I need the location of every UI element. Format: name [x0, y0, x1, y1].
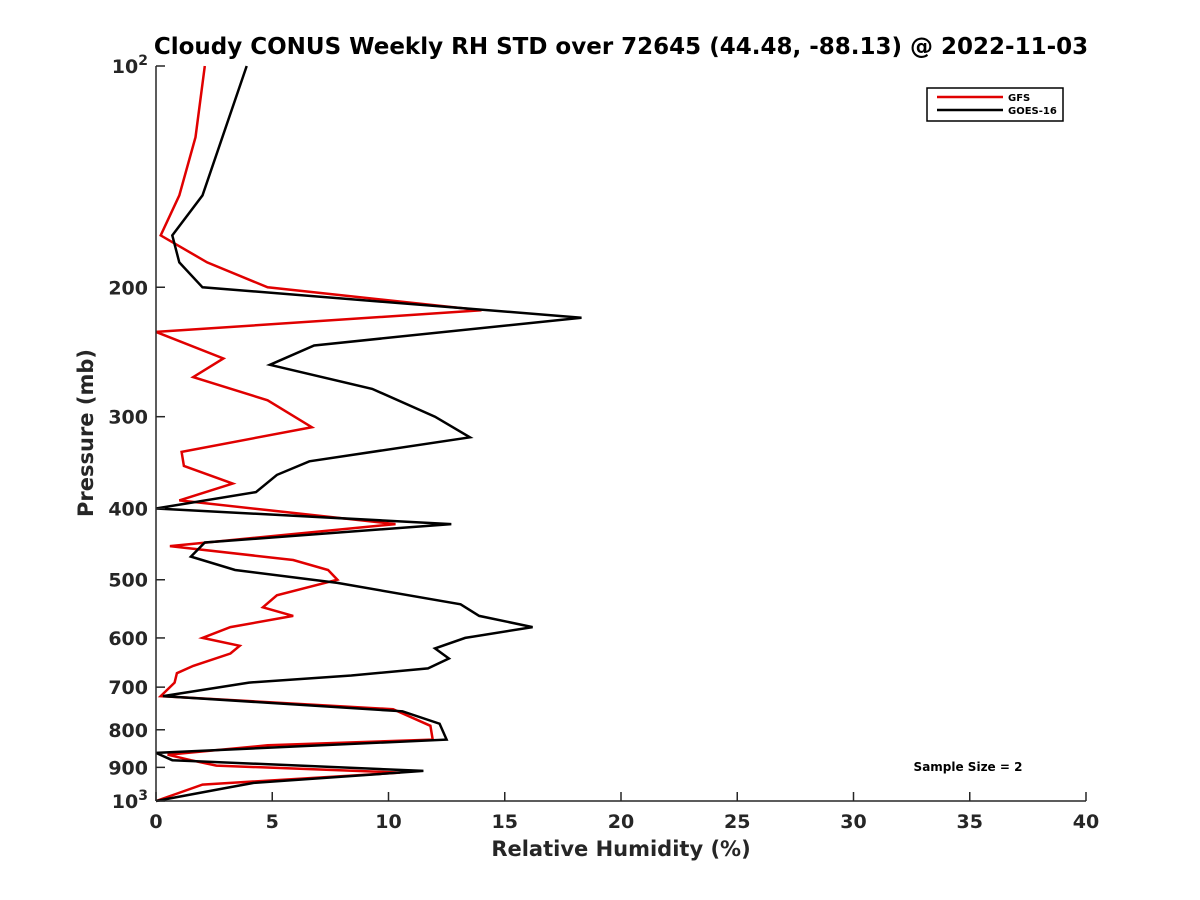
y-tick-label: 600: [108, 628, 148, 650]
series-line-goes16: [155, 65, 582, 803]
x-tick-label: 25: [724, 811, 750, 833]
plot-area: [155, 65, 582, 803]
x-axis: 0 5 10 15 20 25 30 35 40: [149, 792, 1099, 833]
x-tick-label: 20: [608, 811, 634, 833]
x-tick-label: 30: [840, 811, 866, 833]
chart-title: Cloudy CONUS Weekly RH STD over 72645 (4…: [154, 34, 1088, 60]
y-tick-label: 400: [108, 499, 148, 521]
legend-box: [926, 87, 1064, 122]
legend-label-gfs: GFS: [1008, 93, 1030, 104]
x-tick-label: 10: [375, 811, 401, 833]
y-tick-label: 700: [108, 677, 148, 699]
y-tick-label: 800: [108, 720, 148, 742]
y-tick-label: 900: [108, 757, 148, 779]
x-tick-label: 35: [957, 811, 983, 833]
x-tick-label: 40: [1073, 811, 1099, 833]
x-tick-label: 5: [266, 811, 279, 833]
x-tick-label: 15: [492, 811, 518, 833]
y-axis-label: Pressure (mb): [74, 349, 98, 517]
y-tick-label: 200: [108, 277, 148, 299]
y-tick-label: 500: [108, 570, 148, 592]
x-tick-label: 0: [149, 811, 162, 833]
legend-label-goes16: GOES-16: [1008, 106, 1057, 117]
legend: GFS GOES-16: [926, 87, 1064, 122]
sample-size-annotation: Sample Size = 2: [914, 760, 1023, 774]
y-tick-label: 300: [108, 407, 148, 429]
x-axis-label: Relative Humidity (%): [491, 837, 750, 861]
